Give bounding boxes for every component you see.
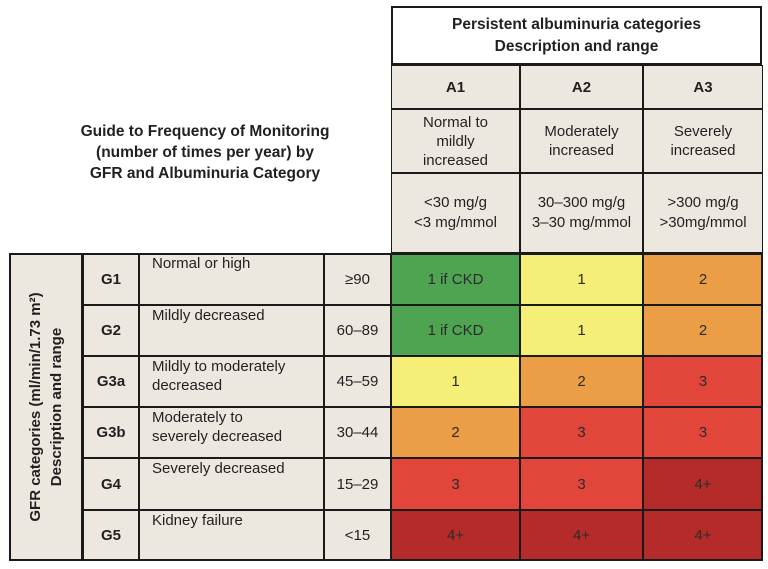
gfr-description-line: Mildly decreased [152, 307, 265, 324]
gfr-code-g3b: G3b [83, 407, 139, 458]
gfr-description-line: decreased [152, 377, 223, 394]
gfr-range-g5: <15 [324, 510, 391, 561]
gfr-side-label-line-2: Description and range [48, 327, 65, 487]
gfr-range-g2: 60–89 [324, 305, 391, 356]
gfr-side-label-line-1: GFR categories (ml/min/1.73 m²) [27, 292, 44, 522]
frequency-cell-g1-a1: 1 if CKD [391, 253, 520, 305]
guide-title-line-2: (number of times per year) by [96, 143, 314, 161]
albuminuria-description-a2: Moderately increased [520, 109, 643, 173]
frequency-cell-g5-a1: 4+ [391, 510, 520, 561]
albuminuria-description-line: increased [548, 142, 615, 159]
albuminuria-code-a3: A3 [643, 65, 763, 109]
albuminuria-range-line: 30–300 mg/g [537, 194, 626, 211]
gfr-code-g5: G5 [83, 510, 139, 561]
gfr-description-line: Normal or high [152, 255, 251, 272]
frequency-cell-g3a-a1: 1 [391, 356, 520, 407]
gfr-description-g3b: Moderately to severely decreased [139, 407, 324, 458]
albuminuria-code-a1: A1 [391, 65, 520, 109]
gfr-description-g1: Normal or high [139, 253, 324, 305]
frequency-cell-g3b-a1: 2 [391, 407, 520, 458]
albuminuria-description-line: increased [670, 142, 736, 159]
gfr-code-g4: G4 [83, 458, 139, 510]
albuminuria-header: Persistent albuminuria categories Descri… [391, 6, 762, 65]
gfr-description-line: Severely decreased [152, 460, 285, 477]
frequency-cell-g3a-a3: 3 [643, 356, 763, 407]
frequency-cell-g4-a2: 3 [520, 458, 643, 510]
frequency-cell-g3a-a2: 2 [520, 356, 643, 407]
albuminuria-code-a2: A2 [520, 65, 643, 109]
gfr-description-line: Mildly to moderately [152, 358, 286, 375]
albuminuria-range-line: >30mg/mmol [659, 214, 747, 231]
albuminuria-description-line: increased [422, 151, 489, 169]
gfr-side-label: GFR categories (ml/min/1.73 m²) Descript… [9, 253, 83, 561]
guide-title: Guide to Frequency of Monitoring (number… [40, 118, 370, 186]
albuminuria-range-line: <3 mg/mmol [414, 214, 497, 231]
frequency-cell-g2-a2: 1 [520, 305, 643, 356]
albuminuria-description-line: Severely [673, 123, 733, 140]
gfr-code-g3a: G3a [83, 356, 139, 407]
albuminuria-description-a3: Severely increased [643, 109, 763, 173]
frequency-cell-g5-a2: 4+ [520, 510, 643, 561]
frequency-cell-g4-a3: 4+ [643, 458, 763, 510]
albuminuria-description-line: mildly [436, 132, 475, 150]
frequency-cell-g3b-a2: 3 [520, 407, 643, 458]
frequency-cell-g3b-a3: 3 [643, 407, 763, 458]
albuminuria-range-line: <30 mg/g [424, 194, 487, 211]
gfr-code-g1: G1 [83, 253, 139, 305]
gfr-code-g2: G2 [83, 305, 139, 356]
gfr-description-line: Moderately to [152, 409, 243, 426]
gfr-description-g3a: Mildly to moderately decreased [139, 356, 324, 407]
gfr-range-g4: 15–29 [324, 458, 391, 510]
albuminuria-description-a1: Normal to mildly increased [391, 109, 520, 173]
frequency-cell-g5-a3: 4+ [643, 510, 763, 561]
albuminuria-range-a1: <30 mg/g <3 mg/mmol [391, 173, 520, 253]
frequency-cell-g1-a3: 2 [643, 253, 763, 305]
guide-title-line-3: GFR and Albuminuria Category [89, 164, 321, 182]
albuminuria-description-line: Moderately [544, 123, 619, 140]
gfr-range-g3a: 45–59 [324, 356, 391, 407]
albuminuria-range-a2: 30–300 mg/g 3–30 mg/mmol [520, 173, 643, 253]
albuminuria-range-line: 3–30 mg/mmol [531, 214, 632, 231]
frequency-cell-g4-a1: 3 [391, 458, 520, 510]
gfr-range-g1: ≥90 [324, 253, 391, 305]
albuminuria-range-line: >300 mg/g [667, 194, 739, 211]
frequency-cell-g1-a2: 1 [520, 253, 643, 305]
frequency-cell-g2-a1: 1 if CKD [391, 305, 520, 356]
guide-title-line-1: Guide to Frequency of Monitoring [80, 122, 330, 140]
albuminuria-header-line-1: Persistent albuminuria categories [452, 15, 701, 33]
gfr-description-g5: Kidney failure [139, 510, 324, 561]
gfr-description-line: Kidney failure [152, 512, 243, 529]
albuminuria-description-line: Normal to [422, 113, 489, 131]
albuminuria-range-a3: >300 mg/g >30mg/mmol [643, 173, 763, 253]
frequency-cell-g2-a3: 2 [643, 305, 763, 356]
gfr-description-line: severely decreased [152, 428, 283, 445]
gfr-description-g2: Mildly decreased [139, 305, 324, 356]
albuminuria-header-line-2: Description and range [494, 37, 659, 55]
gfr-description-g4: Severely decreased [139, 458, 324, 510]
gfr-range-g3b: 30–44 [324, 407, 391, 458]
